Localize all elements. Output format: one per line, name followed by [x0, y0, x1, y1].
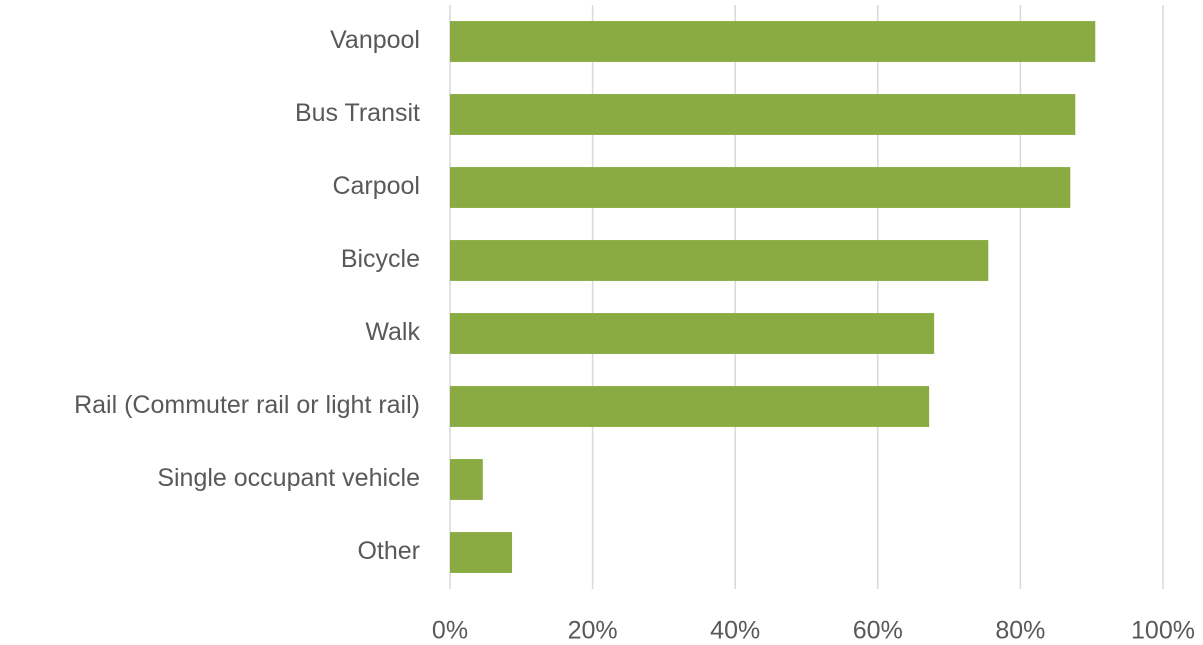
y-tick-label: Vanpool [330, 26, 420, 54]
y-tick-label: Rail (Commuter rail or light rail) [74, 391, 420, 419]
y-tick-label: Walk [365, 318, 420, 346]
x-tick-label: 100% [1131, 617, 1195, 645]
bar [450, 459, 483, 500]
bar [450, 94, 1076, 135]
y-tick-label: Other [357, 537, 420, 565]
x-tick-label: 0% [432, 617, 468, 645]
bar [450, 167, 1071, 208]
x-tick-label: 80% [995, 617, 1045, 645]
x-tick-label: 60% [853, 617, 903, 645]
bar [450, 240, 989, 281]
x-tick-label: 20% [568, 617, 618, 645]
y-tick-label: Carpool [332, 172, 420, 200]
y-tick-label: Bus Transit [295, 99, 420, 127]
y-tick-label: Bicycle [341, 245, 420, 273]
x-tick-label: 40% [710, 617, 760, 645]
bar [450, 21, 1096, 62]
bar [450, 313, 935, 354]
bar [450, 532, 513, 573]
y-tick-label: Single occupant vehicle [157, 464, 420, 492]
bar [450, 386, 930, 427]
